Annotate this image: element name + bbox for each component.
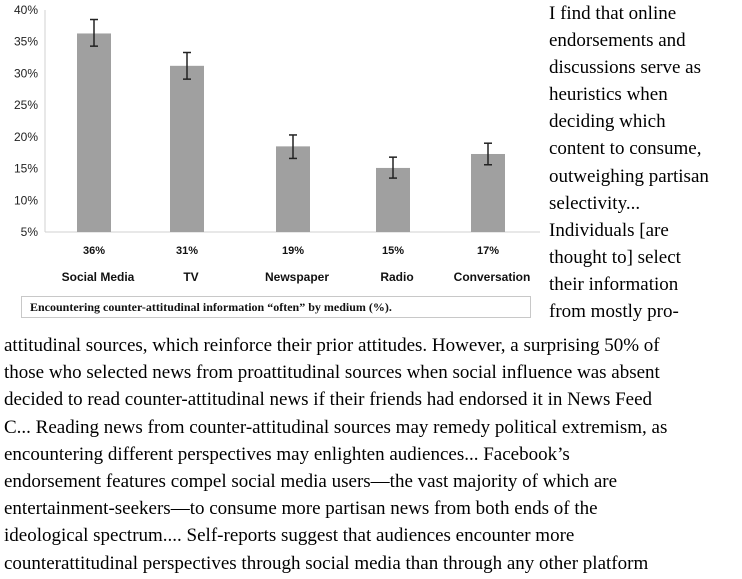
- main-text-line: C... Reading news from counter-attitudin…: [4, 416, 668, 438]
- side-text-line: endorsements and: [549, 30, 686, 52]
- side-text-line: heuristics when: [549, 84, 668, 106]
- value-label: 31%: [176, 245, 198, 257]
- main-text-line: counterattitudinal perspectives through …: [4, 552, 649, 574]
- value-label: 36%: [83, 245, 105, 257]
- main-text-line: ideological spectrum.... Self-reports su…: [4, 525, 575, 547]
- side-text-line: their information: [549, 273, 679, 295]
- category-label: Social Media: [62, 270, 135, 284]
- main-text-line: entertainment-seekers—to consume more pa…: [4, 498, 598, 520]
- main-text-line: encountering different perspectives may …: [4, 443, 570, 465]
- side-text-line: from mostly pro-: [549, 301, 679, 323]
- value-label: 17%: [477, 245, 499, 257]
- side-text-line: deciding which: [549, 111, 666, 133]
- chart-caption: Encountering counter-attitudinal informa…: [21, 296, 531, 318]
- category-label: Conversation: [454, 270, 531, 284]
- category-labels-group: Social Media TV Newspaper Radio Conversation: [62, 270, 531, 284]
- value-labels-group: 36% 31% 19% 15% 17%: [83, 245, 499, 257]
- main-text-line: those who selected news from proattitudi…: [4, 362, 660, 384]
- bar: [471, 153, 505, 232]
- y-tick-label: 20%: [14, 130, 38, 144]
- bar-chart-figure: 5% 10% 15% 20% 25% 30% 35% 40% 36% 31% 19% 15% 17% …: [0, 0, 540, 325]
- main-paragraph: attitudinal sources, which reinforce the…: [4, 332, 740, 577]
- y-tick-label: 35%: [14, 35, 38, 49]
- error-bars-group: [90, 18, 492, 179]
- main-text-line: decided to read counter-attitudinal news…: [4, 389, 653, 411]
- y-tick-label: 5%: [21, 225, 39, 239]
- bar: [77, 33, 111, 233]
- side-text-line: I find that online: [549, 3, 677, 24]
- y-tick-label: 40%: [14, 3, 38, 17]
- value-label: 15%: [382, 245, 404, 257]
- y-tick-label: 15%: [14, 162, 38, 176]
- main-text-line: endorsement features compel social media…: [4, 470, 618, 492]
- side-paragraph: I find that online endorsements and discus…: [549, 0, 741, 325]
- side-text-line: selectivity...: [549, 192, 641, 214]
- main-text-line: attitudinal sources, which reinforce the…: [4, 335, 660, 356]
- y-tick-label: 30%: [14, 66, 38, 80]
- value-label: 19%: [282, 245, 304, 257]
- bar-chart: 5%10%15%20%25%30%35%40% 36% 31% 19% 15% 17% …: [14, 3, 540, 284]
- category-label: Newspaper: [265, 270, 329, 284]
- y-tick-label: 10%: [14, 193, 38, 207]
- y-tick-label: 25%: [14, 98, 38, 112]
- bar: [170, 65, 204, 233]
- y-axis-labels: 5% 10% 15% 20% 25% 30% 35% 40%: [14, 3, 38, 239]
- bar: [276, 146, 310, 232]
- side-text-line: outweighing partisan: [549, 165, 709, 187]
- category-label: Radio: [380, 270, 413, 284]
- side-text-line: discussions serve as: [549, 57, 701, 79]
- side-text-line: thought to] select: [549, 246, 681, 268]
- side-text-line: content to consume,: [549, 138, 702, 160]
- side-text-line: Individuals [are: [549, 219, 669, 241]
- category-label: TV: [183, 270, 198, 284]
- bars-group: [77, 33, 505, 233]
